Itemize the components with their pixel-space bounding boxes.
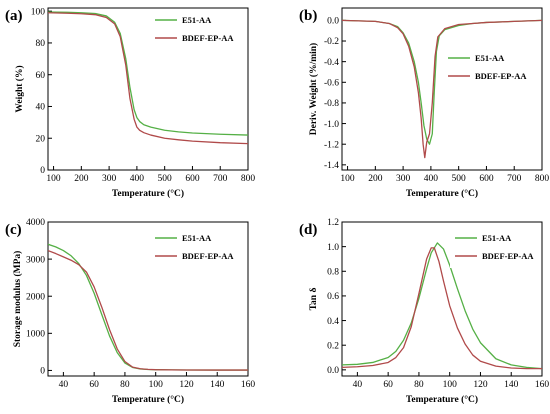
x-tick-label: 200 [74, 174, 89, 184]
plot-frame [341, 221, 543, 377]
legend-entry: BDEF-EP-AA [475, 71, 527, 81]
x-tick-label: 800 [535, 174, 550, 184]
x-tick-label: 100 [46, 174, 61, 184]
legend-entry: BDEF-EP-AA [182, 251, 234, 261]
legend-entry: BDEF-EP-AA [182, 33, 234, 43]
y-tick-label: -1.2 [324, 140, 339, 150]
chart-panel-1: 100 200 300 400 500 600 700 800 0 20 40 60 80 100 Temp… [5, 7, 255, 199]
panel-label: (c) [5, 222, 22, 238]
plot-frame [47, 221, 249, 377]
y-tick-label: 0.6 [327, 292, 339, 302]
legend: E51-AA BDEF-EP-AA [450, 232, 540, 268]
y-tick-label: -0.4 [324, 58, 339, 68]
x-axis-label: Temperature (°C) [406, 188, 478, 199]
series-line-e51-aa [342, 242, 542, 370]
y-tick-label: 0.0 [327, 366, 339, 376]
x-axis-label: Temperature (°C) [112, 188, 184, 199]
legend-entry: E51-AA [482, 233, 512, 243]
y-tick-label: -0.2 [324, 37, 339, 47]
series-line-e51-aa [48, 11, 248, 136]
x-tick-label: 400 [424, 174, 439, 184]
y-tick-label: 80 [36, 39, 46, 49]
y-tick-label: 0.8 [327, 267, 339, 277]
x-tick-label: 400 [130, 174, 145, 184]
y-tick-label: 100 [31, 7, 46, 17]
x-tick-label: 200 [368, 174, 383, 184]
x-tick-label: 160 [535, 380, 550, 390]
y-axis-label: Weight (%) [14, 65, 25, 112]
y-tick-label: -1.4 [324, 161, 339, 171]
y-axis-label: Tan δ [309, 288, 319, 311]
x-tick-label: 700 [507, 174, 522, 184]
series-line-bdef-ep-aa [342, 247, 542, 370]
x-tick-label: 80 [414, 380, 424, 390]
y-axis-label: Deriv. Weight (%/min) [308, 43, 319, 135]
x-tick-label: 120 [179, 380, 194, 390]
y-tick-label: -0.6 [324, 78, 339, 88]
series-line-bdef-ep-aa [48, 12, 248, 145]
y-axis-label: Storage modulus (MPa) [12, 251, 23, 348]
series-line-bdef-ep-aa [342, 19, 542, 159]
x-tick-label: 100 [443, 380, 458, 390]
y-tick-label: 60 [36, 71, 46, 81]
chart-panel-2: 100 200 300 400 500 600 700 800 0.0 -0.2 -0.4 -0.6 -… [299, 7, 550, 199]
legend: E51-AA BDEF-EP-AA [150, 14, 244, 50]
y-tick-label: -0.8 [324, 99, 339, 109]
plot-frame [341, 7, 543, 171]
panel-label: (a) [5, 8, 23, 24]
x-tick-label: 60 [89, 380, 99, 390]
y-tick-label: 4000 [26, 218, 45, 228]
x-axis-label: Temperature (°C) [112, 394, 184, 405]
x-tick-label: 40 [353, 380, 363, 390]
y-tick-label: 1.2 [327, 218, 339, 228]
legend-entry: E51-AA [475, 53, 505, 63]
y-tick-label: 2000 [26, 292, 45, 302]
x-tick-label: 500 [158, 174, 173, 184]
series-line-bdef-ep-aa [48, 249, 248, 371]
y-tick-label: 0.2 [327, 341, 339, 351]
x-tick-label: 100 [340, 174, 355, 184]
y-tick-label: 20 [36, 134, 46, 144]
plot-frame [47, 7, 249, 171]
chart-panel-3: 40 60 80 100 120 140 160 0 1000 2000 3000 4000 Tempe… [5, 218, 255, 405]
x-tick-label: 300 [396, 174, 411, 184]
x-tick-label: 700 [213, 174, 228, 184]
y-tick-label: 0.0 [327, 17, 339, 27]
x-tick-label: 80 [120, 380, 130, 390]
x-tick-label: 100 [149, 380, 164, 390]
y-tick-label: 40 [36, 103, 46, 113]
y-tick-label: 0 [40, 367, 45, 377]
legend-entry: E51-AA [182, 15, 212, 25]
y-tick-label: 0.4 [327, 317, 339, 327]
y-tick-label: 3000 [26, 255, 45, 265]
legend: E51-AA BDEF-EP-AA [150, 232, 244, 268]
x-tick-label: 160 [241, 380, 256, 390]
legend-entry: BDEF-EP-AA [482, 251, 534, 261]
x-tick-label: 600 [185, 174, 200, 184]
panel-label: (b) [299, 8, 317, 24]
x-tick-label: 120 [473, 380, 488, 390]
x-axis-label: Temperature (°C) [406, 394, 478, 405]
x-tick-label: 500 [452, 174, 467, 184]
chart-panel-4: 40 60 80 100 120 140 160 0.0 0.2 0.4 0.6 0.8 1.0 1.2 T… [299, 218, 549, 405]
legend: E51-AA BDEF-EP-AA [443, 52, 539, 88]
x-tick-label: 60 [383, 380, 393, 390]
x-tick-label: 300 [102, 174, 117, 184]
y-tick-label: 0 [40, 166, 45, 176]
x-tick-label: 140 [504, 380, 519, 390]
panel-label: (d) [299, 222, 317, 238]
x-tick-label: 140 [210, 380, 225, 390]
x-tick-label: 800 [241, 174, 256, 184]
y-tick-label: 1.0 [327, 243, 339, 253]
y-tick-label: 1000 [26, 330, 45, 340]
x-tick-label: 600 [479, 174, 494, 184]
y-tick-label: -1.0 [324, 120, 339, 130]
x-tick-label: 40 [59, 380, 69, 390]
legend-entry: E51-AA [182, 233, 212, 243]
